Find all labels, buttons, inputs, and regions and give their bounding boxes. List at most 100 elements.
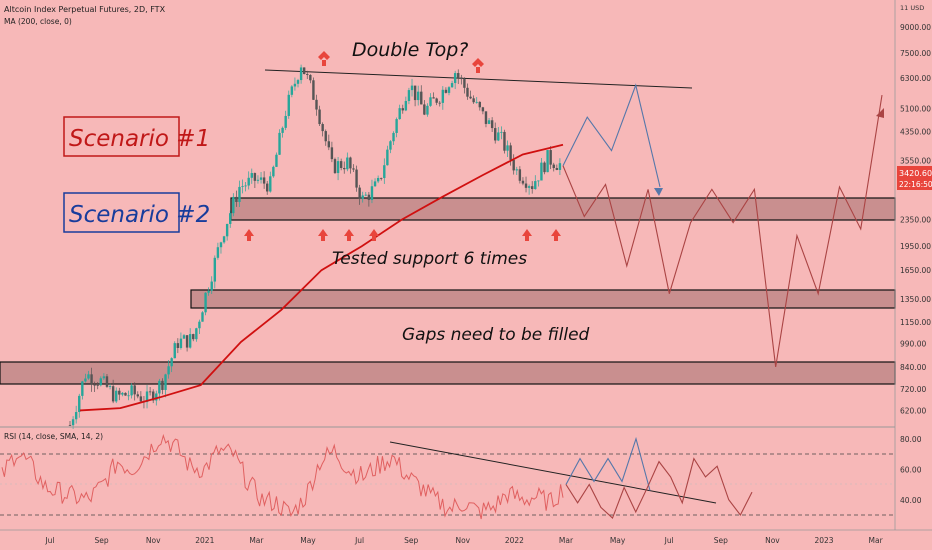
- candle-body: [74, 411, 78, 420]
- candle-body: [151, 391, 155, 401]
- time-tick-label: 2023: [814, 536, 833, 545]
- candle-body: [278, 132, 281, 155]
- candle-body: [349, 157, 352, 169]
- time-tick-label: Jul: [664, 536, 674, 545]
- candle-body: [290, 86, 294, 95]
- candle-body: [413, 85, 417, 101]
- candle-body: [118, 390, 121, 395]
- candle-body: [84, 378, 87, 382]
- candle-body: [500, 131, 503, 133]
- candle-body: [352, 168, 355, 170]
- candle-body: [195, 328, 198, 340]
- candle-body: [432, 97, 435, 99]
- candle-body: [376, 177, 380, 182]
- candle-body: [170, 358, 173, 367]
- candle-body: [213, 257, 217, 282]
- candle-body: [222, 236, 226, 243]
- double-top-markers: [318, 51, 484, 73]
- rsi-projection-red: [565, 457, 753, 520]
- price-tick-label: 2350.00: [900, 215, 931, 224]
- candle-body: [392, 132, 395, 142]
- currency-label: 11 USD: [900, 4, 924, 12]
- gap-zone-2: [0, 361, 896, 385]
- candle-body: [81, 381, 84, 396]
- candle-body: [182, 335, 186, 339]
- candle-body: [176, 343, 180, 348]
- candle-body: [398, 108, 401, 120]
- candle-body: [306, 74, 309, 75]
- candle-body: [139, 396, 143, 402]
- candle-body: [343, 167, 346, 170]
- candle-body: [330, 147, 334, 160]
- candle-body: [410, 85, 414, 91]
- candle-body: [247, 177, 250, 186]
- candle-body: [250, 173, 253, 178]
- candle-body: [309, 74, 312, 81]
- time-tick-label: Mar: [869, 536, 884, 545]
- rsi-trendline: [389, 441, 717, 504]
- up-arrow-marker: [522, 229, 532, 241]
- candle-body: [232, 196, 235, 214]
- candle-body: [524, 183, 528, 188]
- candle-body: [266, 183, 269, 192]
- scenario2-label: Scenario #2: [69, 202, 210, 228]
- candle-body: [512, 159, 515, 171]
- candle-body: [256, 179, 260, 181]
- ma-200-line: [79, 143, 564, 412]
- candle-body: [327, 141, 331, 148]
- candle-body: [420, 91, 423, 105]
- candle-body: [312, 80, 315, 100]
- candle-body: [383, 165, 386, 179]
- candle-body: [494, 128, 497, 141]
- time-tick-label: Mar: [249, 536, 264, 545]
- candle-body: [198, 321, 201, 329]
- price-tick-label: 5100.00: [900, 104, 931, 113]
- projection-red: [562, 94, 883, 367]
- time-tick-label: May: [300, 536, 316, 545]
- candle-body: [318, 109, 321, 125]
- candle-body: [481, 107, 485, 112]
- candle-body: [426, 105, 429, 115]
- up-arrow-marker: [318, 229, 328, 241]
- candle-body: [225, 223, 229, 237]
- up-arrow-marker: [344, 229, 354, 241]
- support-zone: [230, 197, 896, 221]
- price-tick-label: 1650.00: [900, 266, 931, 275]
- candle-body: [136, 394, 139, 397]
- candle-body: [179, 338, 183, 348]
- candle-body: [401, 108, 404, 111]
- candle-body: [543, 162, 546, 173]
- candle-body: [423, 104, 426, 115]
- time-axis: Jul Sep Nov 2021 Mar May Jul Sep Nov 2022 Mar May Ju…: [44, 536, 883, 545]
- scenario1-box: [63, 116, 180, 157]
- candle-body: [96, 384, 99, 386]
- rsi-tick-label: 40.00: [900, 496, 922, 505]
- candle-body: [324, 131, 327, 142]
- price-tick-label: 720.00: [900, 385, 926, 394]
- candle-body: [457, 73, 460, 78]
- candle-body: [229, 213, 232, 224]
- candle-body: [435, 98, 438, 103]
- candle-body: [546, 150, 549, 173]
- candle-body: [450, 83, 454, 88]
- candle-body: [438, 102, 441, 104]
- candle-body: [148, 391, 152, 393]
- candle-body: [241, 186, 244, 188]
- scenario1-label: Scenario #1: [69, 126, 210, 152]
- candle-body: [238, 186, 241, 203]
- candle-body: [540, 162, 543, 181]
- candle-body: [253, 173, 257, 181]
- candle-body: [469, 96, 472, 99]
- candle-body: [108, 386, 112, 387]
- up-arrow-marker: [551, 229, 561, 241]
- candle-body: [272, 166, 275, 177]
- candle-body: [259, 177, 263, 180]
- price-tick-label: 1950.00: [900, 242, 931, 251]
- candle-body: [111, 386, 115, 402]
- candle-body: [87, 374, 90, 379]
- support-annotation: Tested support 6 times: [332, 249, 527, 269]
- double-top-annotation: Double Top?: [352, 39, 468, 61]
- candle-body: [521, 180, 525, 184]
- last-price-tag: [897, 166, 932, 190]
